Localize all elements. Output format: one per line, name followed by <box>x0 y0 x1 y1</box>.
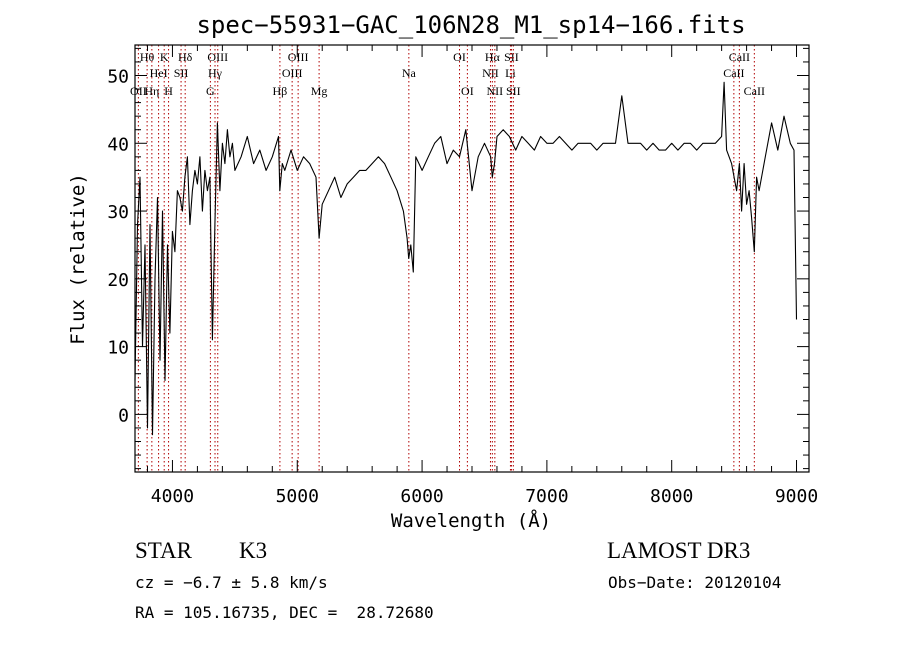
marker-label-7: SII <box>174 66 189 80</box>
y-tick-label: 0 <box>118 405 129 426</box>
marker-label-11: Hβ <box>273 84 288 98</box>
redshift-cz: cz = −6.7 ± 5.8 km/s <box>135 573 328 592</box>
x-tick-label: 8000 <box>650 486 693 507</box>
marker-label-25: CaII <box>729 50 750 64</box>
marker-label-14: Mg <box>311 84 328 98</box>
marker-label-24: CaII <box>723 66 744 80</box>
y-tick-label: 40 <box>107 134 129 155</box>
object-class: STAR <box>135 538 192 563</box>
marker-label-21: Li <box>505 66 516 80</box>
observation-date: Obs−Date: 20120104 <box>608 573 782 592</box>
marker-label-4: K <box>160 50 169 64</box>
x-tick-label: 5000 <box>276 486 319 507</box>
spectrum-chart: spec−55931−GAC_106N28_M1_sp14−166.fits H… <box>67 11 818 532</box>
marker-label-8: G <box>206 84 215 98</box>
marker-label-18: NII <box>482 66 499 80</box>
x-tick-label: 6000 <box>400 486 443 507</box>
marker-label-5: H <box>164 84 173 98</box>
ra-dec-coordinates: RA = 105.16735, DEC = 28.72680 <box>135 603 434 622</box>
x-tick-label: 4000 <box>151 486 194 507</box>
x-tick-label: 7000 <box>525 486 568 507</box>
marker-label-0: Hθ <box>140 50 155 64</box>
marker-label-13: OIII <box>288 50 309 64</box>
marker-label-9: Hγ <box>208 66 223 80</box>
marker-label-20: NII <box>487 84 504 98</box>
survey-name: LAMOST DR3 <box>607 538 751 563</box>
marker-label-6: Hδ <box>178 50 193 64</box>
y-tick-label: 50 <box>107 67 129 88</box>
spectrum-series-line <box>134 81 798 436</box>
marker-label-22: SII <box>504 50 519 64</box>
marker-label-17: OI <box>461 84 474 98</box>
y-axis-label: Flux (relative) <box>67 173 89 345</box>
marker-label-19: Hα <box>485 50 501 64</box>
marker-label-15: Na <box>402 66 417 80</box>
axes: 4000 5000 6000 7000 8000 9000 0 10 20 30 40 50 <box>107 45 818 507</box>
marker-label-12: OIII <box>282 66 303 80</box>
x-tick-label: 9000 <box>775 486 818 507</box>
y-tick-label: 20 <box>107 270 129 291</box>
marker-label-1: OII <box>130 84 147 98</box>
y-tick-label: 30 <box>107 202 129 223</box>
marker-label-26: CaII <box>744 84 765 98</box>
object-subclass: K3 <box>239 538 268 563</box>
y-tick-label: 10 <box>107 338 129 359</box>
marker-label-2: Hη <box>144 84 159 98</box>
x-axis-label: Wavelength (Å) <box>391 509 551 532</box>
marker-label-3: HeI <box>150 66 168 80</box>
marker-label-16: OI <box>453 50 466 64</box>
plot-frame <box>134 44 810 473</box>
marker-label-23: SII <box>506 84 521 98</box>
chart-title: spec−55931−GAC_106N28_M1_sp14−166.fits <box>196 11 745 39</box>
marker-label-10: OIII <box>207 50 228 64</box>
